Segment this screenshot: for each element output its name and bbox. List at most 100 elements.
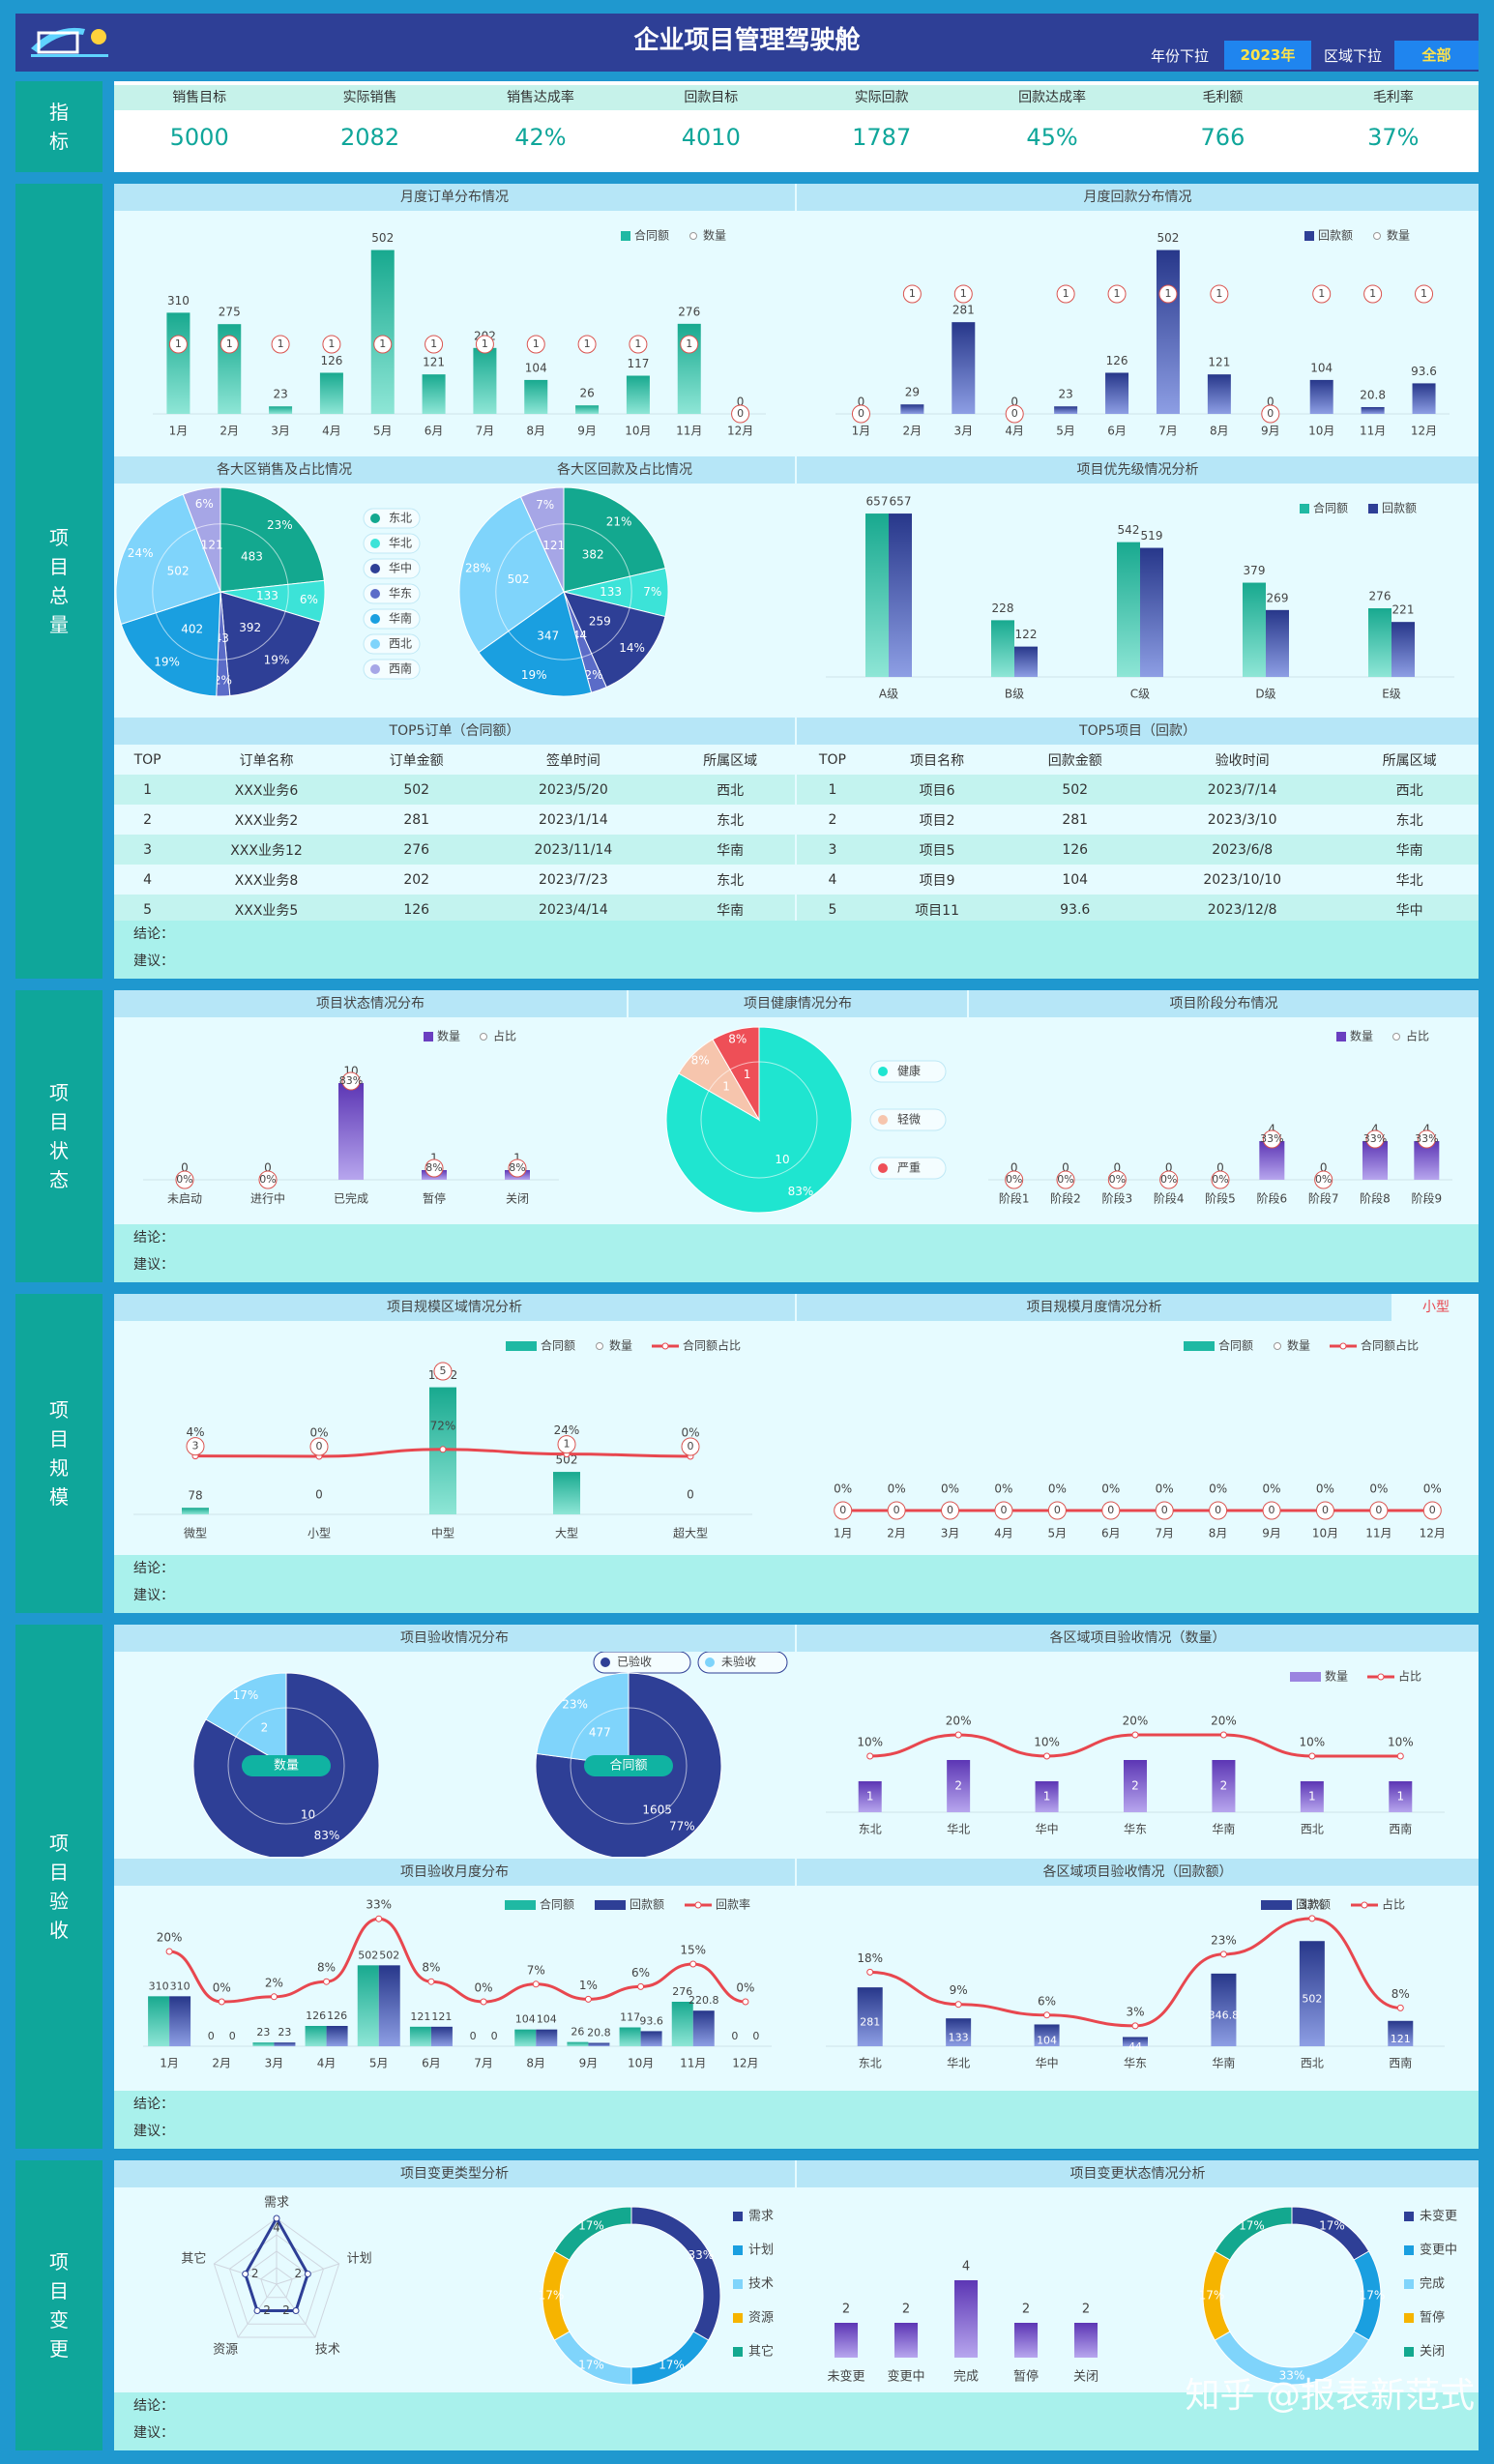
bar [1117, 542, 1140, 677]
bar-value-label: 275 [219, 306, 241, 319]
table-row[interactable]: 1 项目6 502 2023/7/14 西北 [797, 775, 1479, 805]
legend-label: 数量 [1350, 1029, 1373, 1043]
table-cell: 2 [114, 805, 182, 835]
bar [1388, 2020, 1414, 2046]
legend-swatch [1368, 504, 1378, 513]
bar-value-label: 29 [905, 386, 920, 399]
x-tick-label: 关闭 [506, 1192, 529, 1206]
bar-value-label: 0 [731, 2030, 738, 2042]
donut-percent-label: 33% [688, 2248, 715, 2262]
legend-swatch [506, 1341, 537, 1351]
x-tick-label: 华中 [1036, 1822, 1059, 1836]
pie-slice [458, 495, 565, 654]
kpi-value: 5000 [169, 124, 229, 151]
table-cell: 4 [114, 865, 182, 895]
ratio-point [954, 1731, 962, 1739]
table-cell: XXX业务5 [181, 895, 352, 924]
radar-value-label: 2 [263, 2303, 271, 2317]
year-filter-select[interactable]: 2023年 [1224, 41, 1311, 70]
x-tick-label: 9月 [577, 425, 597, 438]
count-label: 1 [1421, 287, 1427, 300]
scale-type-select[interactable]: 小型 [1393, 1294, 1479, 1321]
monthly-payments-title: 月度回款分布情况 [797, 184, 1479, 211]
legend-swatch [424, 1032, 433, 1041]
x-tick-label: 华中 [1036, 2056, 1059, 2070]
ratio-label: 8% [317, 1961, 336, 1975]
table-row[interactable]: 3 项目5 126 2023/6/8 华南 [797, 835, 1479, 865]
ratio-point [689, 1960, 697, 1968]
table-row[interactable]: 1 XXX业务6 502 2023/5/20 西北 [114, 775, 795, 805]
scale-month-chart: 合同额 数量 合同额占比 0 0% 1月 0 0% 2月 0 0% 3月 0 0% 4月 0 0% 5月 0 0% 6月… [834, 1338, 1446, 1540]
table-row[interactable]: 4 XXX业务8 202 2023/7/23 东北 [114, 865, 795, 895]
count-label: 0 [1000, 1504, 1007, 1516]
legend-label: 回款额 [1318, 229, 1353, 243]
radar-value-label: 2 [282, 2303, 290, 2317]
pie-slice [478, 591, 593, 697]
count-label: 0 [893, 1504, 900, 1516]
count-label-marker [1415, 284, 1434, 304]
table-row[interactable]: 4 项目9 104 2023/10/10 华北 [797, 865, 1479, 895]
bar-value-label: 276 [1369, 590, 1391, 603]
x-tick-label: 1月 [169, 425, 189, 438]
bar [991, 620, 1014, 677]
x-tick-label: 3月 [941, 1527, 960, 1540]
ratio-point [165, 1948, 173, 1955]
bar-value-label: 117 [627, 357, 649, 370]
x-tick-label: 10月 [628, 2057, 654, 2070]
count-label-marker [834, 1501, 853, 1520]
ratio-point [1396, 2004, 1404, 2011]
ratio-label: 0% [941, 1482, 959, 1496]
kpi-card: 销售达成率 42% [454, 81, 627, 172]
ratio-label: 8% [1391, 1987, 1410, 2001]
pie-slice [220, 591, 322, 697]
top5-projects-table: TOP 项目名称 回款金额 验收时间 所属区域 1 项目6 502 2023/7/14 西北 2 项目… [797, 745, 1479, 924]
legend-swatch [1304, 231, 1314, 241]
ratio-label: 0% [1263, 1482, 1281, 1496]
legend-swatch [1404, 2245, 1414, 2255]
ratio-point [866, 1752, 874, 1760]
legend-swatch [505, 1900, 536, 1910]
ratio-label: 0% [475, 1981, 493, 1995]
ratio-label: 9% [950, 1983, 968, 1997]
table-cell: 项目6 [867, 775, 1007, 805]
priority-title: 项目优先级情况分析 [797, 456, 1479, 484]
table-row[interactable]: 2 项目2 281 2023/3/10 东北 [797, 805, 1479, 835]
bar-value-label: 1 [513, 1152, 521, 1165]
pie-value-label: 402 [181, 622, 203, 635]
table-cell: 281 [351, 805, 482, 835]
percent-label-marker [1262, 1129, 1281, 1149]
radar-axis-label: 技术 [315, 2342, 340, 2357]
bar [305, 2026, 327, 2046]
pie-slice [630, 2206, 721, 2341]
count-label-marker [168, 335, 188, 354]
ratio-label: 0% [1369, 1482, 1388, 1496]
kpi-card: 回款达成率 45% [966, 81, 1138, 172]
table-row[interactable]: 5 项目11 93.6 2023/12/8 华中 [797, 895, 1479, 924]
percent-label: 0% [1109, 1173, 1126, 1186]
x-tick-label: 超大型 [673, 1526, 708, 1540]
legend-label: 轻微 [897, 1113, 921, 1127]
bar [588, 2042, 610, 2046]
count-label: 0 [737, 407, 744, 420]
pie-percent-label: 19% [264, 654, 290, 667]
percent-label: 8% [425, 1161, 442, 1174]
x-tick-label: 阶段7 [1308, 1191, 1339, 1206]
percent-label-marker [425, 1159, 444, 1178]
legend-line-dot [1339, 1342, 1347, 1350]
legend-swatch [1290, 1672, 1321, 1682]
bar-value-label: 502 [556, 1453, 578, 1467]
count-label-marker [1209, 1501, 1228, 1520]
table-row[interactable]: 5 XXX业务5 126 2023/4/14 华南 [114, 895, 795, 924]
kpi-label: 毛利额 [1137, 85, 1308, 110]
x-tick-label: 5月 [1048, 1527, 1068, 1540]
table-row[interactable]: 2 XXX业务2 281 2023/1/14 东北 [114, 805, 795, 835]
ratio-label: 7% [527, 1963, 545, 1977]
ratio-label: 0% [1048, 1482, 1067, 1496]
region-filter-select[interactable]: 全部 [1394, 41, 1479, 70]
legend-pill [363, 558, 421, 579]
region-payments-title: 各大区回款及占比情况 [454, 456, 795, 484]
bar-value-label: 269 [1267, 591, 1289, 604]
count-label-marker [271, 335, 290, 354]
bar-value-label: 122 [1015, 628, 1038, 641]
table-row[interactable]: 3 XXX业务12 276 2023/11/14 华南 [114, 835, 795, 865]
